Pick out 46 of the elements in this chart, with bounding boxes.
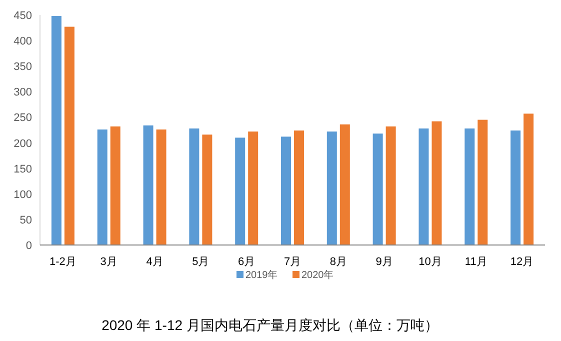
bar (510, 130, 521, 245)
x-tick-label: 5月 (192, 256, 210, 268)
legend-label: 2020年 (302, 269, 334, 281)
x-tick-label: 7月 (284, 256, 302, 268)
y-tick-label: 250 (14, 112, 32, 124)
bar (418, 128, 429, 245)
x-tick-label: 6月 (238, 256, 256, 268)
bar (51, 16, 62, 245)
bar (386, 126, 396, 245)
x-tick-label: 4月 (146, 256, 164, 268)
y-tick-label: 450 (14, 10, 32, 22)
x-tick-label: 8月 (330, 256, 347, 268)
bar (524, 114, 534, 245)
y-tick-label: 300 (14, 86, 32, 99)
bar (189, 128, 200, 245)
x-tick-label: 12月 (510, 256, 534, 268)
x-tick-label: 9月 (376, 256, 393, 268)
bar (235, 138, 246, 245)
y-tick-label: 50 (20, 214, 32, 226)
x-tick-label: 1-2月 (50, 256, 76, 268)
bar (202, 134, 212, 245)
y-tick-label: 0 (26, 240, 32, 252)
bar (64, 26, 74, 245)
bar (372, 134, 383, 245)
bar (143, 125, 154, 245)
x-tick-label: 3月 (100, 256, 118, 268)
bar (464, 128, 475, 245)
y-tick-label: 400 (14, 36, 32, 48)
bar (156, 129, 166, 245)
y-tick-label: 200 (14, 138, 32, 150)
text: 2020 年 1-12 月国内电石产量月度对比（单位：万吨） (102, 317, 438, 333)
y-tick-label: 150 (14, 163, 32, 176)
bar (340, 124, 350, 245)
x-tick-label: 10月 (418, 256, 442, 268)
bar (281, 136, 291, 245)
y-tick-label: 100 (14, 188, 32, 201)
y-tick-label: 350 (14, 61, 32, 74)
bar (326, 132, 337, 245)
legend-label: 2019年 (246, 269, 278, 281)
bar (110, 126, 120, 245)
bar (432, 121, 442, 245)
bar (294, 130, 304, 245)
bar (97, 129, 108, 245)
bar (248, 132, 258, 245)
bar (478, 120, 488, 245)
x-tick-label: 11月 (464, 256, 488, 268)
